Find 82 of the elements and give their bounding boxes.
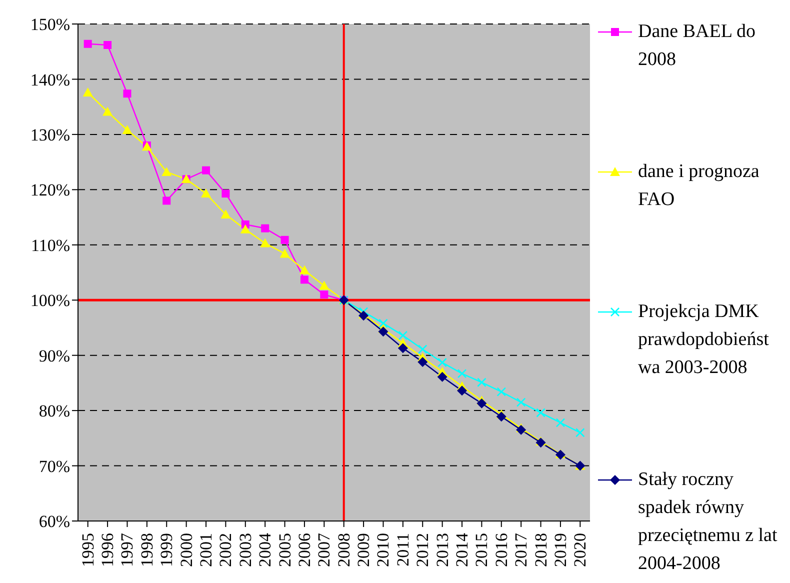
point <box>476 398 487 408</box>
y-tick-label: 130% <box>30 125 70 144</box>
point <box>102 106 113 116</box>
point <box>457 368 467 378</box>
point <box>299 265 310 274</box>
point <box>201 188 211 198</box>
point <box>378 318 388 328</box>
x-tick-label: 2001 <box>196 533 216 567</box>
point <box>162 166 172 176</box>
x-tick-label: 2008 <box>334 533 354 567</box>
x-tick-label: 1998 <box>137 533 156 567</box>
point <box>536 438 546 448</box>
point <box>516 398 526 407</box>
x-tick-label: 2009 <box>354 533 374 567</box>
point <box>260 238 270 248</box>
point <box>261 224 270 232</box>
point <box>240 224 250 234</box>
point <box>398 330 408 340</box>
point <box>319 280 330 290</box>
legend-label: dane i prognoza FAO <box>638 160 760 212</box>
x-tick-label: 2017 <box>512 532 531 567</box>
x-tick-label: 2000 <box>176 533 196 567</box>
point <box>398 343 408 354</box>
point <box>300 276 308 284</box>
point <box>220 210 231 219</box>
point <box>437 372 448 382</box>
x-tick-label: 2010 <box>374 533 393 567</box>
point <box>516 424 526 435</box>
point <box>222 190 230 198</box>
x-tick-label: 2006 <box>294 533 314 567</box>
point <box>536 408 546 418</box>
x-tick-label: 2015 <box>472 533 492 567</box>
point <box>122 125 132 134</box>
y-tick-label: 90% <box>38 346 70 366</box>
point <box>496 387 506 396</box>
y-tick-label: 120% <box>30 180 70 200</box>
point <box>358 310 369 321</box>
point <box>556 418 566 428</box>
x-tick-label: 1997 <box>118 532 137 567</box>
legend-label: Stały roczny spadek równy przeciętnemu z lat 2004-2008 <box>638 468 778 576</box>
x-tick-label: 2002 <box>216 533 236 567</box>
x-tick-label: 2003 <box>236 533 255 567</box>
x-tick-label: 2016 <box>492 533 511 567</box>
x-tick-label: 2007 <box>314 532 334 567</box>
x-tick-label: 1996 <box>98 533 118 567</box>
x-tick-label: 2011 <box>393 533 412 566</box>
x-tick-label: 1999 <box>157 533 176 567</box>
x-tick-label: 2014 <box>452 532 472 567</box>
y-tick-label: 80% <box>38 402 70 421</box>
point <box>418 356 428 367</box>
y-tick-label: 70% <box>38 456 70 476</box>
point <box>378 326 388 337</box>
x-tick-label: 2013 <box>432 533 452 567</box>
point <box>162 196 171 205</box>
point <box>418 344 428 354</box>
x-tick-label: 1995 <box>78 533 98 567</box>
y-tick-label: 110% <box>30 236 70 255</box>
legend-label: Projekcja DMK prawdopdobieństwa 2003-2008 <box>638 300 770 380</box>
point <box>438 358 447 368</box>
x-tick-label: 2004 <box>256 532 275 567</box>
y-tick-label: 100% <box>30 291 70 310</box>
point <box>576 428 585 438</box>
y-tick-label: 60% <box>38 512 70 532</box>
y-tick-label: 140% <box>30 70 70 90</box>
point <box>477 378 486 388</box>
point <box>104 40 112 49</box>
point <box>202 166 210 174</box>
point <box>82 87 93 96</box>
point <box>123 90 132 98</box>
point <box>280 248 290 258</box>
point <box>84 40 92 48</box>
x-tick-label: 2018 <box>531 533 550 567</box>
point <box>457 386 467 396</box>
point <box>280 236 289 244</box>
point <box>496 412 506 422</box>
x-tick-label: 2005 <box>275 533 294 567</box>
x-tick-label: 2019 <box>550 533 570 567</box>
legend-label: Dane BAEL do 2008 <box>638 20 756 72</box>
x-tick-label: 2020 <box>570 533 590 567</box>
y-tick-label: 150% <box>30 15 70 34</box>
x-tick-label: 2012 <box>413 533 432 567</box>
point <box>320 290 328 299</box>
